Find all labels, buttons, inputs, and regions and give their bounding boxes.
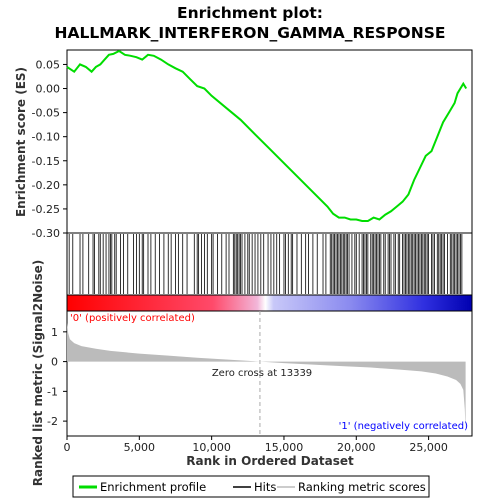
es-y-tick-label: 0.05: [36, 58, 61, 71]
enrichment-score-panel: 0.05 0.00 -0.05 -0.10 -0.15 -0.20 -0.25 -0.30 E…: [14, 49, 473, 240]
chart-title-line1: Enrichment plot:: [177, 4, 323, 22]
x-tick-label: 0: [64, 441, 71, 454]
metric-x-ticks: 0 5,000 10,000 15,000 20,000 25,000: [64, 436, 448, 454]
x-tick-label: 10,000: [192, 441, 231, 454]
negative-correlation-label: '1' (negatively correlated): [339, 421, 468, 432]
es-plot-frame: [66, 49, 473, 234]
es-y-tick-label: -0.20: [32, 179, 60, 192]
hits-panel: [66, 232, 473, 296]
metric-y-axis-label: Ranked list metric (Signal2Noise): [31, 260, 45, 487]
legend-label-enrichment: Enrichment profile: [100, 480, 206, 494]
es-y-tick-label: -0.05: [32, 107, 60, 120]
es-y-tick-label: 0.00: [36, 83, 61, 96]
metric-y-ticks: 1 0 -1 -2: [47, 326, 67, 428]
es-y-ticks: 0.05 0.00 -0.05 -0.10 -0.15 -0.20 -0.25 -0.30: [32, 58, 67, 240]
chart-title-line2: HALLMARK_INTERFERON_GAMMA_RESPONSE: [55, 24, 446, 42]
x-axis-label: Rank in Ordered Dataset: [186, 454, 354, 468]
x-tick-label: 5,000: [124, 441, 156, 454]
enrichment-profile-line: [66, 49, 468, 222]
x-tick-label: 25,000: [409, 441, 448, 454]
positive-correlation-label: '0' (positively correlated): [70, 313, 195, 324]
zero-cross-label: Zero cross at 13339: [212, 368, 312, 379]
es-y-tick-label: -0.30: [32, 227, 60, 240]
ranked-metric-panel: 1 0 -1 -2 0 5,000 10,000 15,000 20,000 25,000 '0…: [31, 260, 473, 487]
metric-y-tick-label: 1: [51, 326, 58, 339]
x-tick-label: 20,000: [337, 441, 376, 454]
x-tick-label: 15,000: [265, 441, 304, 454]
legend-label-ranking: Ranking metric scores: [298, 480, 426, 494]
metric-y-tick-label: -2: [47, 415, 58, 428]
legend-label-hits: Hits: [254, 480, 276, 494]
es-y-tick-label: -0.15: [32, 155, 60, 168]
es-y-tick-label: -0.25: [32, 203, 60, 216]
es-y-tick-label: -0.10: [32, 131, 60, 144]
es-y-axis-label: Enrichment score (ES): [14, 67, 28, 217]
rank-color-bar: [66, 294, 473, 312]
metric-y-tick-label: 0: [51, 356, 58, 369]
hits-frame: [66, 232, 473, 296]
hit-markers: [68, 234, 463, 294]
metric-y-tick-label: -1: [47, 385, 58, 398]
legend: Enrichment profile Hits Ranking metric s…: [72, 475, 430, 498]
metric-plot-frame: [66, 310, 473, 437]
